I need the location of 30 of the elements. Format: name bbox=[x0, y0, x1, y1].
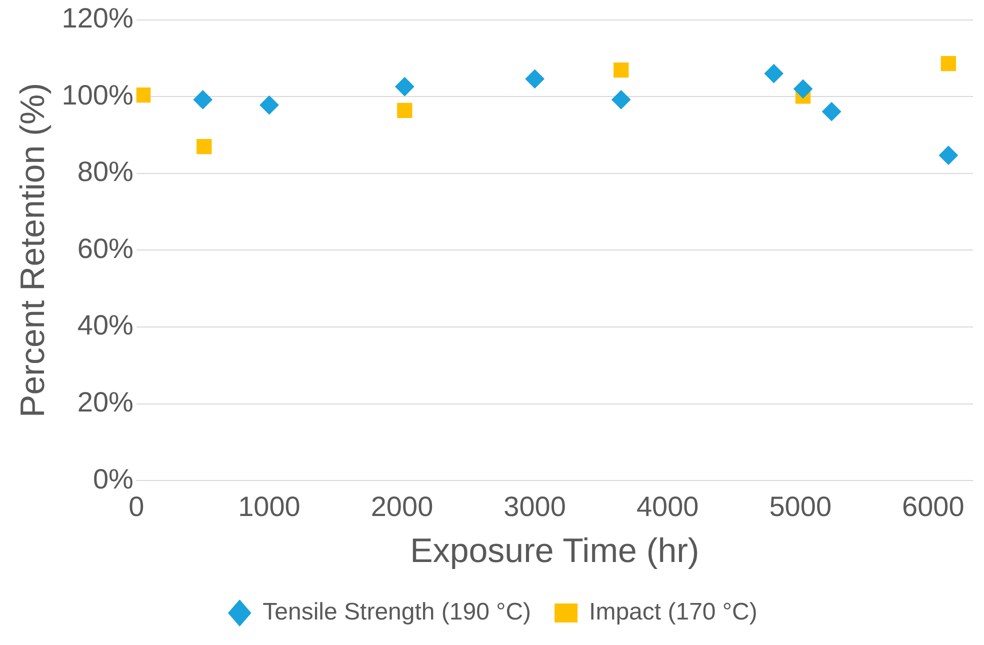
point bbox=[525, 69, 544, 88]
x-tick-label: 2000 bbox=[370, 491, 434, 522]
point bbox=[260, 96, 279, 115]
x-axis-title: Exposure Time (hr) bbox=[410, 532, 700, 570]
y-tick-label: 60% bbox=[77, 232, 134, 264]
point bbox=[940, 56, 956, 72]
y-axis-title: Percent Retention (%) bbox=[14, 82, 52, 418]
point bbox=[614, 62, 629, 78]
y-tick-label: 40% bbox=[77, 310, 134, 341]
point bbox=[764, 64, 784, 84]
y-tick-label: 100% bbox=[62, 79, 134, 110]
x-tick-label: 1000 bbox=[238, 491, 300, 522]
point bbox=[395, 77, 414, 96]
x-tick-label: 6000 bbox=[902, 491, 964, 522]
point bbox=[822, 102, 842, 122]
y-tick-label: 20% bbox=[77, 386, 134, 418]
point bbox=[938, 146, 958, 165]
point bbox=[794, 79, 813, 98]
y-tick-label: 80% bbox=[77, 156, 134, 188]
legend-label: Tensile Strength (190 °C) bbox=[262, 598, 532, 626]
point bbox=[136, 87, 151, 103]
point bbox=[193, 90, 212, 110]
point bbox=[196, 138, 212, 154]
x-tick-label: 3000 bbox=[504, 491, 566, 522]
x-tick-label: 4000 bbox=[636, 491, 699, 522]
point bbox=[612, 90, 631, 110]
y-tick-label: 120% bbox=[62, 2, 134, 34]
x-tick-label: 5000 bbox=[769, 491, 832, 522]
legend-label: Impact (170 °C) bbox=[589, 598, 758, 626]
point bbox=[397, 102, 412, 118]
